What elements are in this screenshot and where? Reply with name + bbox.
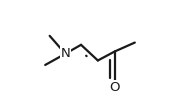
Text: O: O xyxy=(109,81,120,94)
Text: N: N xyxy=(60,47,70,60)
